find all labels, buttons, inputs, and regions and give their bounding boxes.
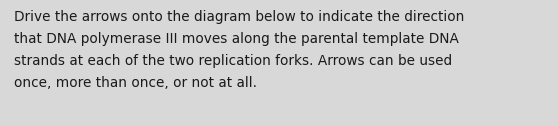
Text: strands at each of the two replication forks. Arrows can be used: strands at each of the two replication f… [14, 54, 452, 68]
Text: that DNA polymerase III moves along the parental template DNA: that DNA polymerase III moves along the … [14, 32, 459, 46]
Text: once, more than once, or not at all.: once, more than once, or not at all. [14, 76, 257, 90]
Text: Drive the arrows onto the diagram below to indicate the direction: Drive the arrows onto the diagram below … [14, 10, 464, 24]
